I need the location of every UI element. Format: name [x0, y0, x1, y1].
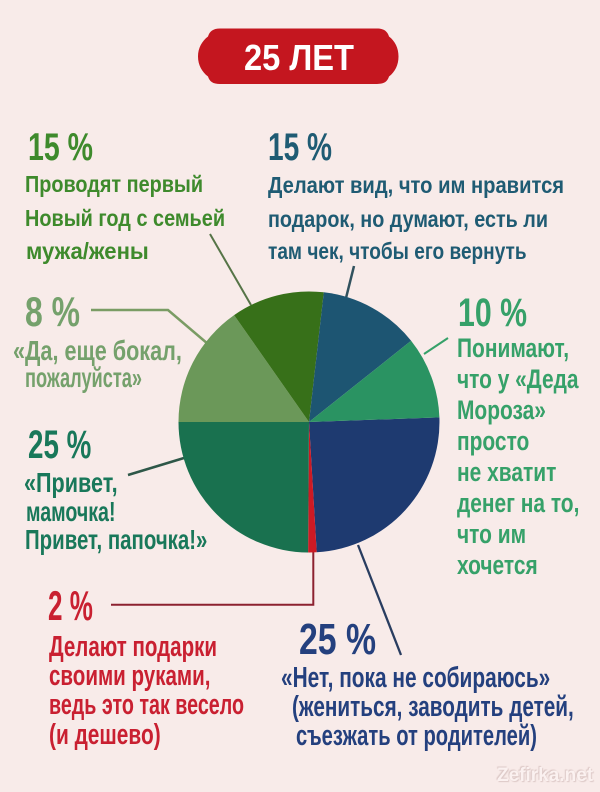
- svg-text:25 ЛЕТ: 25 ЛЕТ: [244, 37, 354, 78]
